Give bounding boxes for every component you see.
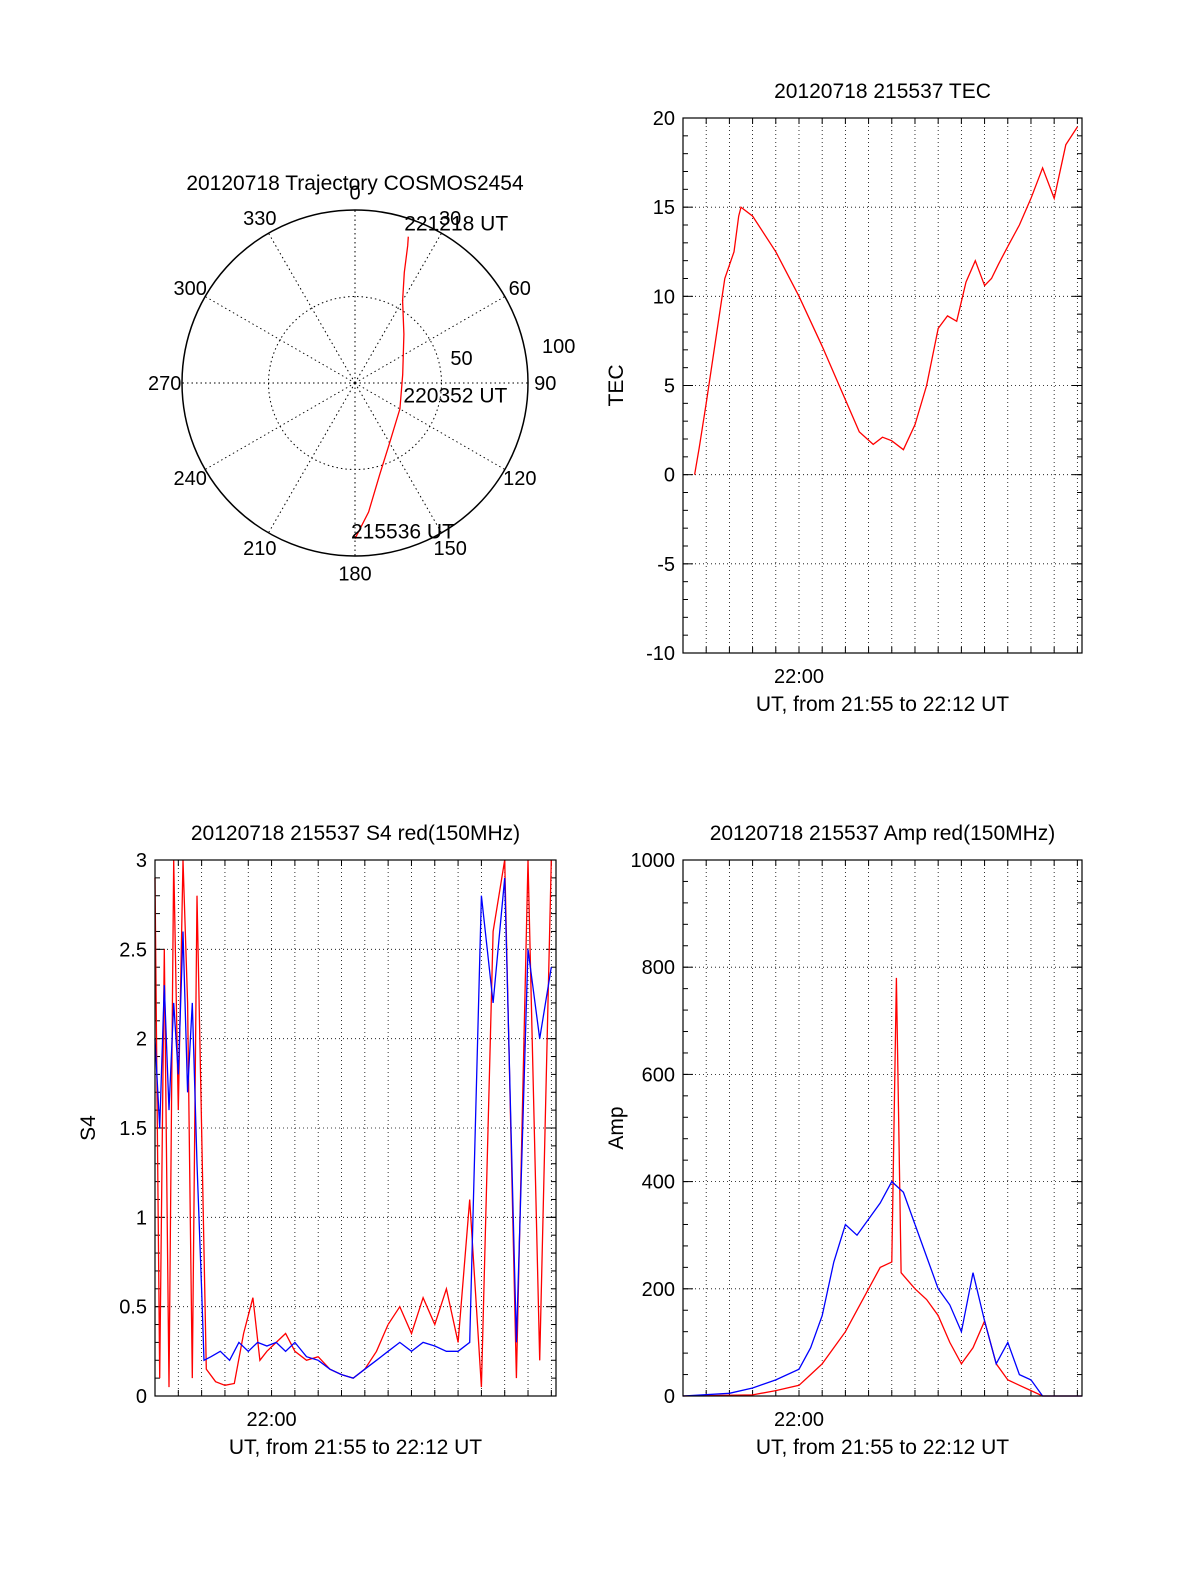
azimuth-spoke	[354, 232, 442, 384]
series-line-1	[682, 1180, 1082, 1397]
x-axis-label: UT, from 21:55 to 22:12 UT	[756, 693, 1009, 716]
azimuth-spoke	[204, 296, 356, 384]
azimuth-label: 330	[243, 208, 276, 230]
x-tick-label: 22:00	[774, 1409, 824, 1431]
azimuth-label: 0	[349, 183, 360, 205]
azimuth-spoke	[204, 382, 356, 470]
azimuth-label: 270	[148, 373, 181, 395]
y-tick-label: 0	[664, 465, 675, 487]
y-tick-label: -10	[646, 643, 675, 665]
y-tick-label: 2	[136, 1029, 147, 1051]
chart-title: 20120718 215537 Amp red(150MHz)	[710, 822, 1056, 845]
y-tick-label: 0	[664, 1386, 675, 1408]
azimuth-spoke	[354, 382, 506, 470]
y-tick-label: 0.5	[119, 1297, 147, 1319]
y-tick-label: 1	[136, 1207, 147, 1229]
y-tick-label: 20	[653, 108, 675, 130]
x-axis-label: UT, from 21:55 to 22:12 UT	[229, 1436, 482, 1459]
y-tick-label: 1.5	[119, 1118, 147, 1140]
azimuth-label: 300	[174, 278, 207, 300]
y-tick-label: -5	[657, 554, 675, 576]
chart-title: 20120718 215537 S4 red(150MHz)	[191, 822, 520, 845]
x-axis-label: UT, from 21:55 to 22:12 UT	[756, 1436, 1009, 1459]
azimuth-spoke	[268, 382, 356, 534]
radius-label: 100	[542, 336, 575, 358]
tec-panel: -10 -5 0 5 10 15 20 22:00 20120718 215537 TEC UT,…	[605, 80, 1083, 716]
azimuth-label: 150	[433, 538, 466, 560]
chart-title: 20120718 215537 TEC	[774, 80, 991, 103]
y-tick-label: 800	[642, 957, 675, 979]
series-line-1	[154, 877, 552, 1379]
polar-trajectory-panel: 0 30 60 90 120 150 180 210 240 270 300 330 50 100 2212…	[148, 172, 575, 585]
plot-frame	[682, 859, 1083, 1397]
y-tick-label: 15	[653, 197, 675, 219]
azimuth-label: 90	[534, 373, 556, 395]
y-tick-label: 0	[136, 1386, 147, 1408]
y-tick-label: 1000	[631, 850, 676, 872]
azimuth-spoke	[354, 296, 506, 384]
y-tick-label: 3	[136, 850, 147, 872]
y-axis-label: Amp	[605, 1106, 628, 1149]
plot-frame	[154, 859, 557, 1397]
time-annotation: 215536 UT	[351, 521, 455, 544]
s4-panel: 0 0.5 1 1.5 2 2.5 3 22:00 20120718 215537 S4 red…	[77, 822, 557, 1459]
amp-panel: 0 200 400 600 800 1000 22:00 20120718 215537 Am…	[605, 822, 1083, 1459]
radius-label: 50	[450, 348, 472, 370]
chart-title: 20120718 Trajectory COSMOS2454	[186, 172, 524, 195]
y-tick-label: 2.5	[119, 939, 147, 961]
azimuth-label: 60	[509, 278, 531, 300]
y-tick-label: 200	[642, 1279, 675, 1301]
trajectory-line	[354, 236, 409, 539]
time-annotation: 220352 UT	[403, 385, 507, 408]
y-tick-label: 400	[642, 1172, 675, 1194]
x-tick-label: 22:00	[247, 1409, 297, 1431]
azimuth-spoke	[268, 232, 356, 384]
outer-circle	[181, 209, 529, 557]
azimuth-label: 240	[174, 468, 207, 490]
series-line-0	[154, 859, 552, 1388]
y-axis-label: TEC	[605, 365, 628, 407]
azimuth-label: 120	[503, 468, 536, 490]
azimuth-spoke	[354, 382, 442, 534]
azimuth-label: 30	[439, 208, 461, 230]
azimuth-label: 180	[338, 563, 371, 585]
time-annotation: 221218 UT	[404, 213, 508, 236]
plot-frame	[682, 117, 1083, 654]
series-line-0	[693, 126, 1078, 475]
y-axis-label: S4	[77, 1115, 100, 1141]
azimuth-label: 210	[243, 538, 276, 560]
y-tick-label: 10	[653, 286, 675, 308]
y-tick-label: 5	[664, 376, 675, 398]
series-line-0	[682, 977, 1082, 1397]
x-tick-label: 22:00	[774, 666, 824, 688]
y-tick-label: 600	[642, 1064, 675, 1086]
